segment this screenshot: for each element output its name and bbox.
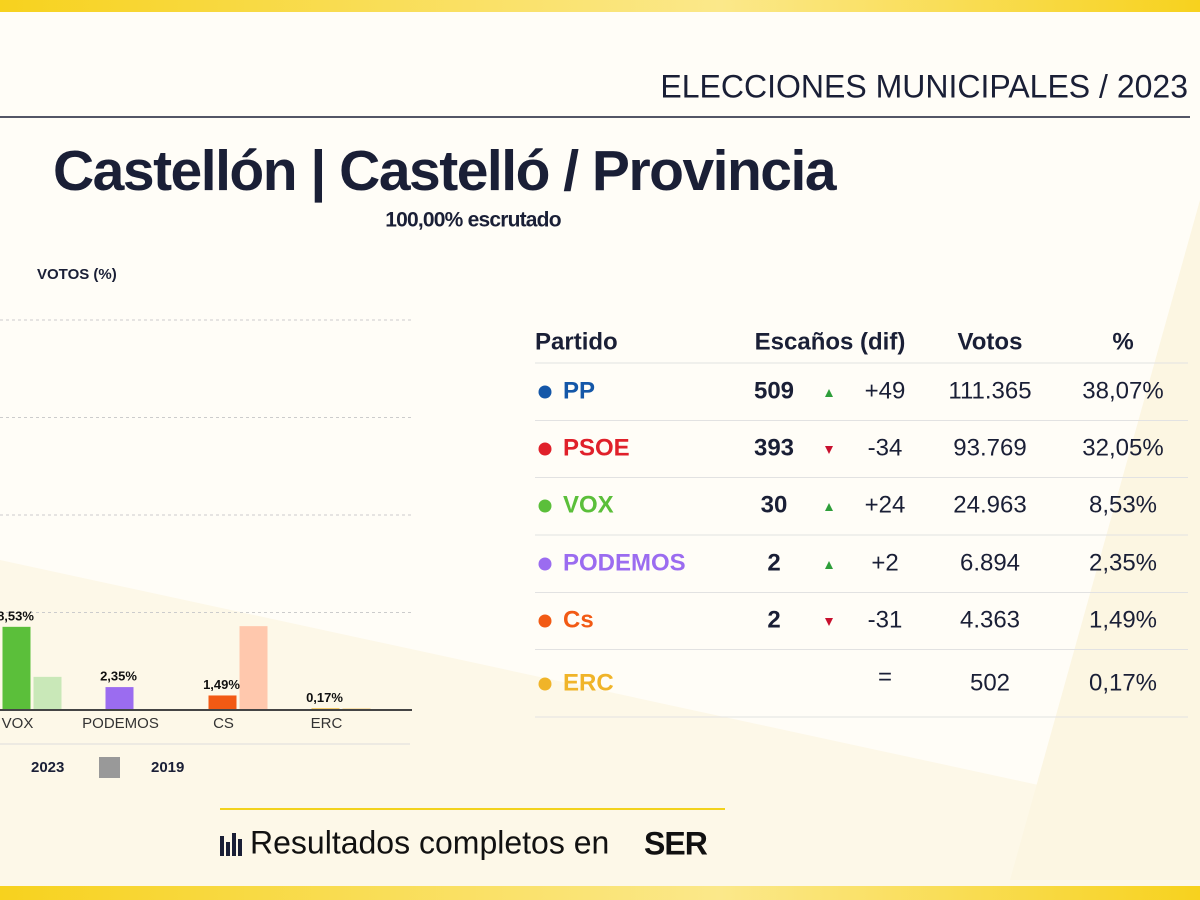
votes: 6.894 xyxy=(960,549,1020,576)
votes: 111.365 xyxy=(948,377,1031,404)
party-name: PODEMOS xyxy=(563,549,686,576)
party-dot xyxy=(538,614,552,628)
percent: 1,49% xyxy=(1089,606,1157,633)
chart-icon xyxy=(220,833,242,856)
seat-diff: +49 xyxy=(865,377,906,404)
seat-diff: = xyxy=(878,663,892,690)
seat-diff: +2 xyxy=(871,549,898,576)
trend-up xyxy=(825,561,833,569)
bg-shape xyxy=(1010,200,1200,880)
percent: 38,07% xyxy=(1082,377,1163,404)
party-name: Cs xyxy=(563,606,594,633)
party-dot xyxy=(538,677,552,691)
footer-text[interactable]: Resultados completos en xyxy=(250,824,609,860)
column-header: % xyxy=(1112,328,1133,355)
bottom-band xyxy=(0,886,1200,900)
y-axis-label: VOTOS (%) xyxy=(37,266,117,283)
votes: 502 xyxy=(970,669,1010,696)
trend-down xyxy=(825,446,833,454)
seats: 393 xyxy=(754,434,794,461)
bar xyxy=(33,676,62,710)
party-dot xyxy=(538,442,552,456)
legend-label: 2019 xyxy=(151,759,184,776)
x-tick-label: PODEMOS xyxy=(82,715,159,732)
seats: 2 xyxy=(767,606,780,633)
data-label: 2,35% xyxy=(100,669,137,684)
party-name: PP xyxy=(563,377,595,404)
bar xyxy=(239,626,268,710)
election-label: ELECCIONES MUNICIPALES / 2023 xyxy=(660,68,1188,104)
seat-diff: -34 xyxy=(868,434,903,461)
data-label: 0,17% xyxy=(306,690,343,705)
bg-shape xyxy=(0,560,1200,900)
column-header: Votos xyxy=(958,328,1023,355)
seats: 509 xyxy=(754,377,794,404)
percent: 2,35% xyxy=(1089,549,1157,576)
column-header: Partido xyxy=(535,328,618,355)
bar xyxy=(2,626,31,710)
bar xyxy=(208,695,237,710)
x-tick-label: VOX xyxy=(2,715,34,732)
subtitle: 100,00% escrutado xyxy=(385,209,561,232)
percent: 0,17% xyxy=(1089,669,1157,696)
seats: 30 xyxy=(761,491,788,518)
votes: 4.363 xyxy=(960,606,1020,633)
x-tick-label: ERC xyxy=(311,715,343,732)
title: Castellón | Castelló / Provincia xyxy=(53,139,838,203)
bar-chart: VOX 8,53% PODEMOS 2,35% CS 1,49% ERC 0,17% 2023 2… xyxy=(0,319,412,778)
bar xyxy=(105,687,134,710)
legend-label: 2023 xyxy=(31,759,64,776)
trend-up xyxy=(825,503,833,511)
party-name: PSOE xyxy=(563,434,630,461)
column-header: Escaños (dif) xyxy=(755,328,906,355)
top-band xyxy=(0,0,1200,12)
legend-swatch xyxy=(99,757,120,778)
party-dot xyxy=(538,385,552,399)
x-tick-label: CS xyxy=(213,715,234,732)
seat-diff: -31 xyxy=(868,606,903,633)
trend-down xyxy=(825,618,833,626)
percent: 32,05% xyxy=(1082,434,1163,461)
party-dot xyxy=(538,499,552,513)
data-label: 1,49% xyxy=(203,677,240,692)
brand-logo[interactable]: SER xyxy=(644,825,709,861)
party-name: VOX xyxy=(563,491,614,518)
party-dot xyxy=(538,557,552,571)
seats: 2 xyxy=(767,549,780,576)
percent: 8,53% xyxy=(1089,491,1157,518)
results-table: Partido Escaños (dif) Votos % PP 509 +49 111.36… xyxy=(535,328,1188,718)
votes: 93.769 xyxy=(953,434,1026,461)
trend-up xyxy=(825,389,833,397)
seat-diff: +24 xyxy=(865,491,906,518)
data-label: 8,53% xyxy=(0,608,34,623)
votes: 24.963 xyxy=(953,491,1026,518)
party-name: ERC xyxy=(563,669,614,696)
